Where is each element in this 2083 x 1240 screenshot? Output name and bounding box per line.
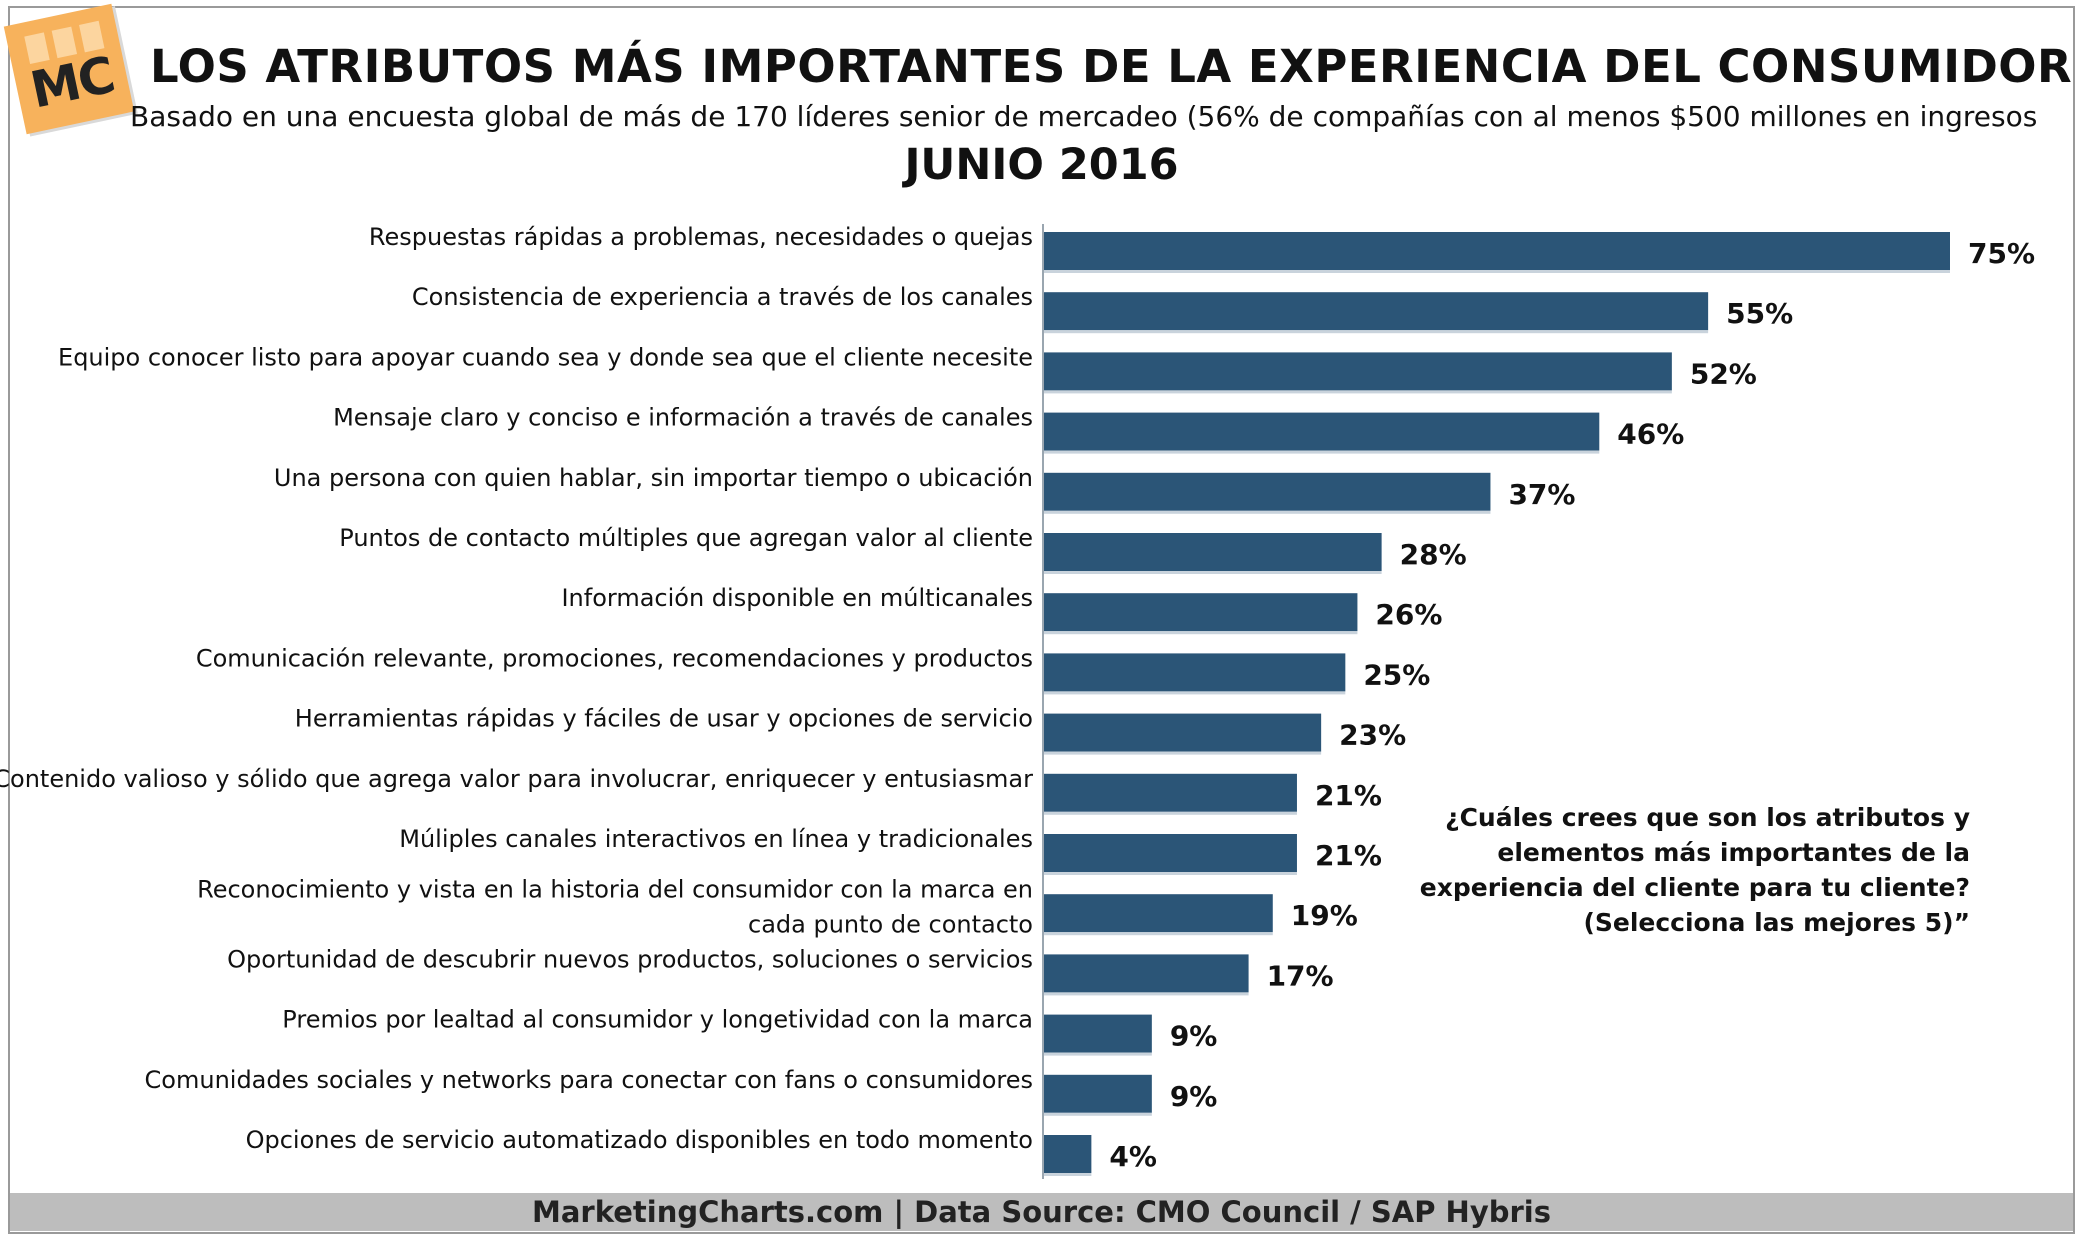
bar: [1043, 713, 1322, 752]
bar-row: 19% Reconocimiento y vista en la historia…: [197, 876, 1358, 939]
value-label: 25%: [1363, 658, 1430, 691]
bar-shadow: [1043, 270, 1950, 273]
value-label: 9%: [1170, 1080, 1218, 1113]
bar-row: 28% Puntos de contacto múltiples que agre…: [339, 524, 1467, 574]
bar: [1043, 232, 1950, 270]
bar: [1043, 834, 1297, 872]
bar-row: 23% Herramientas rápidas y fáciles de usa…: [295, 705, 1406, 755]
category-label: Comunicación relevante, promociones, rec…: [196, 644, 1033, 672]
category-label: cada punto de contacto: [748, 911, 1033, 939]
bar-row: 52% Equipo conocer listo para apoyar cuan…: [58, 343, 1757, 394]
bar-row: 21% Contenido valioso y sólido que agrega…: [0, 765, 1382, 815]
bar: [1043, 352, 1672, 391]
bar-row: 17% Oportunidad de descubrir nuevos produ…: [227, 945, 1334, 996]
value-label: 21%: [1315, 839, 1382, 872]
value-label: 23%: [1339, 719, 1406, 752]
bar-shadow: [1043, 510, 1491, 514]
bar-shadow: [1043, 872, 1297, 875]
bar-row: 26% Información disponible en múlticanale…: [561, 584, 1442, 635]
bar-shadow: [1043, 1052, 1152, 1056]
bar-shadow: [1043, 631, 1358, 635]
value-label: 19%: [1291, 899, 1358, 932]
bar-row: 25% Comunicación relevante, promociones, …: [196, 644, 1430, 695]
value-label: 26%: [1375, 598, 1442, 631]
bar: [1043, 1074, 1152, 1113]
category-label: Una persona con quien hablar, sin import…: [274, 464, 1033, 492]
bar-shadow: [1043, 450, 1600, 454]
bar-row: 75% Respuestas rápidas a problemas, neces…: [369, 223, 2035, 273]
chart-subtitle: Basado en una encuesta global de más de …: [130, 100, 2038, 133]
category-label: Múliples canales interactivos en línea y…: [399, 825, 1033, 853]
bar: [1043, 472, 1491, 511]
bar-shadow: [1043, 390, 1672, 394]
bar-row: 9% Comunidades sociales y networks para c…: [145, 1066, 1218, 1116]
bar: [1043, 1135, 1092, 1173]
category-label: Oportunidad de descubrir nuevos producto…: [227, 945, 1033, 973]
value-label: 52%: [1690, 357, 1757, 390]
note-line: ¿Cuáles crees que son los atributos y: [1445, 803, 1970, 832]
value-label: 28%: [1400, 538, 1467, 571]
value-label: 9%: [1170, 1020, 1218, 1053]
bar-shadow: [1043, 1112, 1152, 1116]
value-label: 46%: [1617, 418, 1684, 451]
category-label: Respuestas rápidas a problemas, necesida…: [369, 223, 1033, 251]
value-label: 37%: [1508, 478, 1575, 511]
bar: [1043, 1014, 1152, 1053]
bar-row: 55% Consistencia de experiencia a través …: [412, 283, 1793, 334]
bar-row: 46% Mensaje claro y conciso e información…: [333, 404, 1684, 454]
category-label: Puntos de contacto múltiples que agregan…: [339, 524, 1033, 552]
category-label: Mensaje claro y conciso e información a …: [333, 404, 1033, 432]
footer-source: MarketingCharts.com | Data Source: CMO C…: [10, 1193, 2073, 1231]
bar-row: 9% Premios por lealtad al consumidor y lo…: [282, 1006, 1217, 1056]
category-label: Equipo conocer listo para apoyar cuando …: [58, 343, 1033, 371]
note-line: (Selecciona las mejores 5)”: [1583, 908, 1970, 937]
category-label: Contenido valioso y sólido que agrega va…: [0, 765, 1033, 793]
category-label: Consistencia de experiencia a través de …: [412, 283, 1033, 311]
bar: [1043, 533, 1382, 571]
value-label: 17%: [1267, 959, 1334, 992]
category-label: Premios por lealtad al consumidor y long…: [282, 1006, 1033, 1034]
value-label: 55%: [1726, 297, 1793, 330]
bar: [1043, 292, 1709, 331]
bar: [1043, 412, 1600, 451]
survey-question-note: ¿Cuáles crees que son los atributos y ele…: [1410, 800, 1970, 940]
bar: [1043, 653, 1346, 692]
bar: [1043, 773, 1297, 812]
value-label: 75%: [1968, 237, 2035, 270]
bar-shadow: [1043, 1173, 1092, 1176]
bar-shadow: [1043, 811, 1297, 815]
bar-shadow: [1043, 932, 1273, 936]
value-label: 21%: [1315, 779, 1382, 812]
note-line: elementos más importantes de la: [1497, 838, 1970, 867]
category-label: Opciones de servicio automatizado dispon…: [246, 1126, 1033, 1154]
category-label: Información disponible en múlticanales: [561, 584, 1033, 612]
bar-row: 37% Una persona con quien hablar, sin imp…: [274, 464, 1575, 514]
value-label: 4%: [1109, 1140, 1157, 1173]
bar-shadow: [1043, 751, 1322, 755]
bar-chart: 75% Respuestas rápidas a problemas, neces…: [0, 223, 2035, 1179]
chart-frame: [8, 6, 2075, 1234]
bar-row: 21% Múliples canales interactivos en líne…: [399, 825, 1382, 875]
bar: [1043, 954, 1249, 993]
category-label: Comunidades sociales y networks para con…: [145, 1066, 1033, 1094]
bar-shadow: [1043, 992, 1249, 996]
bar: [1043, 593, 1358, 632]
bar-shadow: [1043, 330, 1709, 334]
chart-date: JUNIO 2016: [904, 140, 1179, 190]
category-label: Reconocimiento y vista en la historia de…: [197, 876, 1033, 904]
bar-row: 4% Opciones de servicio automatizado disp…: [246, 1126, 1157, 1176]
category-label: Herramientas rápidas y fáciles de usar y…: [295, 705, 1033, 733]
note-line: experiencia del cliente para tu cliente?: [1419, 873, 1970, 902]
bar-shadow: [1043, 571, 1382, 574]
chart-title: LOS ATRIBUTOS MÁS IMPORTANTES DE LA EXPE…: [150, 40, 2073, 93]
bar-shadow: [1043, 691, 1346, 695]
bar: [1043, 894, 1273, 933]
